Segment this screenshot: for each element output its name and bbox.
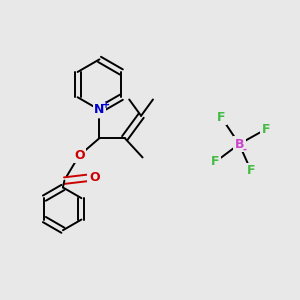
Text: -: - xyxy=(242,144,247,154)
Text: N: N xyxy=(94,103,105,116)
Text: B: B xyxy=(234,138,244,151)
Text: +: + xyxy=(102,100,110,110)
Text: O: O xyxy=(89,171,100,184)
Text: O: O xyxy=(74,149,85,162)
Text: F: F xyxy=(247,164,255,177)
Text: F: F xyxy=(211,155,220,168)
Text: F: F xyxy=(217,111,226,124)
Text: F: F xyxy=(262,123,270,136)
